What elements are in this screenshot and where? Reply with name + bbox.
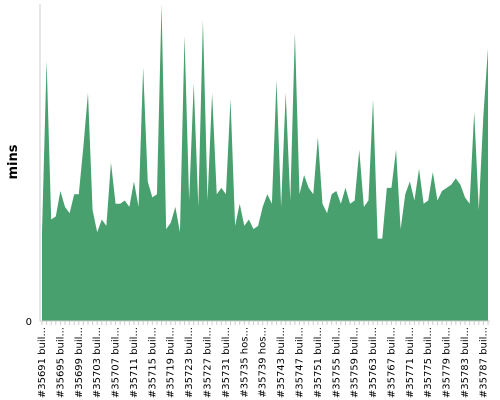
x-tick-label: #35719 buil... (166, 327, 177, 398)
x-tick-label: #35711 buil... (129, 327, 140, 398)
x-axis-ticks: #35691 buil... #35695 buil... #35699 buil.… (37, 321, 489, 398)
y-axis-title: mins (6, 144, 21, 179)
x-tick-label: #35767 buil... (386, 327, 397, 398)
x-tick-label: #35775 buil... (423, 327, 434, 398)
x-tick-label: #35783 buil... (460, 327, 471, 398)
x-tick-label: #35747 buil... (294, 327, 305, 398)
x-tick-label: #35715 buil... (147, 327, 158, 398)
x-tick-label: #35771 buil... (405, 327, 416, 398)
x-tick-label: #35779 buil... (442, 327, 453, 398)
y-axis-ticks: 0 (26, 317, 32, 328)
x-tick-label: #35743 buil... (276, 327, 287, 398)
x-tick-label: #35787 buil... (478, 327, 489, 398)
x-tick-label: #35735 hos... (239, 327, 250, 398)
x-tick-label: #35739 hos... (258, 327, 269, 398)
x-tick-label: #35763 buil... (368, 327, 379, 398)
x-tick-label: #35723 buil... (184, 327, 195, 398)
x-tick-label: #35707 buil... (111, 327, 122, 398)
series-area (42, 4, 488, 321)
x-tick-label: #35727 buil... (203, 327, 214, 398)
x-tick-label: #35731 buil... (221, 327, 232, 398)
x-tick-label: #35759 buil... (350, 327, 361, 398)
x-tick-label: #35751 buil... (313, 327, 324, 398)
x-tick-label: #35703 buil... (92, 327, 103, 398)
plot-area (42, 4, 488, 321)
y-tick-label: 0 (26, 317, 32, 328)
x-tick-label: #35699 buil... (74, 327, 85, 398)
x-tick-label: #35695 buil... (55, 327, 66, 398)
x-tick-label: #35691 buil... (37, 327, 48, 398)
x-tick-label: #35755 buil... (331, 327, 342, 398)
